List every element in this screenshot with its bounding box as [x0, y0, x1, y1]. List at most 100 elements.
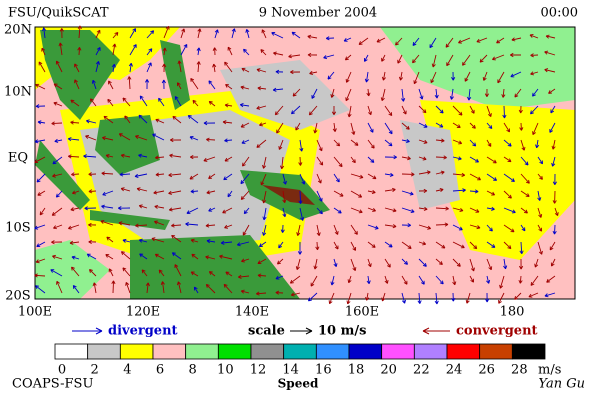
wind-arrow [102, 190, 114, 196]
wind-arrow [276, 122, 284, 134]
wind-arrow [307, 52, 318, 58]
wind-arrow [77, 25, 82, 39]
wind-arrow [435, 105, 444, 114]
wind-arrow [240, 173, 250, 185]
wind-arrow [503, 139, 512, 147]
wind-arrow [537, 156, 544, 165]
wind-arrow [152, 133, 165, 141]
wind-arrow [452, 139, 463, 145]
wind-arrow [451, 71, 456, 81]
wind-arrow [316, 139, 323, 152]
wind-arrow [551, 156, 556, 167]
wind-arrow [220, 240, 233, 245]
wind-arrow [52, 156, 63, 165]
wind-arrow [162, 47, 167, 56]
wind-arrow [418, 206, 428, 211]
wind-arrow [331, 105, 337, 116]
wind-arrow [92, 282, 97, 294]
wind-arrow [381, 292, 386, 302]
wind-arrow [544, 50, 556, 56]
wind-arrow [71, 255, 80, 260]
wind-arrow [169, 153, 182, 158]
colorbar-swatch [283, 343, 317, 360]
colorbar-swatch [119, 343, 154, 360]
wind-arrow [34, 156, 46, 164]
land [130, 235, 300, 299]
wind-arrow [297, 241, 303, 255]
wind-arrow [510, 71, 522, 78]
wind-arrow [552, 173, 557, 186]
wind-arrow [67, 224, 80, 230]
wind-arrow [452, 105, 463, 116]
wind-arrow [333, 190, 344, 197]
wind-arrow [135, 135, 148, 141]
colorbar-tick: 6 [156, 363, 164, 378]
wind-arrow [401, 275, 408, 285]
wind-arrow [418, 188, 428, 193]
land [160, 40, 190, 110]
wind-arrow [105, 153, 114, 158]
wind-arrow [187, 115, 199, 124]
wind-arrow [261, 29, 267, 39]
wind-arrow [327, 71, 335, 80]
wind-arrow [180, 44, 188, 56]
wind-arrow [168, 172, 182, 178]
wind-arrow [401, 122, 410, 130]
lat-label: 20N [4, 23, 32, 38]
wind-arrow [520, 139, 526, 151]
wind-arrow [223, 283, 233, 294]
wind-arrow [206, 190, 216, 195]
wind-arrow [384, 122, 393, 135]
wind-arrow [240, 289, 250, 294]
wind-arrow [118, 206, 131, 211]
wind-arrow [445, 37, 454, 48]
wind-arrow [367, 189, 376, 195]
wind-arrow [323, 54, 335, 60]
wind-arrow [208, 80, 216, 90]
land [90, 210, 170, 230]
wind-arrow [347, 105, 352, 118]
wind-arrow [118, 133, 131, 141]
wind-arrow [482, 71, 488, 81]
wind-arrow [451, 292, 456, 302]
wind-arrow [401, 172, 415, 177]
wind-arrow [537, 173, 543, 180]
wind-arrow [154, 204, 165, 209]
wind-arrow [316, 207, 323, 215]
wind-arrow [185, 222, 199, 227]
wind-arrow [34, 139, 46, 144]
colorbar-swatch [185, 343, 219, 360]
wind-arrow [50, 269, 63, 277]
wind-arrow [101, 204, 114, 209]
wind-arrow [41, 47, 46, 56]
wind-arrow [350, 122, 356, 135]
wind-arrow [88, 239, 97, 244]
colorbar-label: Speed [278, 377, 319, 391]
wind-arrow [67, 154, 80, 159]
wind-arrow [350, 156, 356, 164]
wind-arrow [434, 292, 439, 305]
wind-arrow [153, 190, 165, 195]
wind-arrow [288, 54, 301, 59]
wind-arrow [537, 190, 542, 201]
wind-arrow [401, 88, 406, 102]
wind-arrow [435, 275, 444, 285]
wind-arrow [311, 88, 318, 99]
wind-arrow [171, 234, 182, 243]
lat-label: 20S [5, 289, 30, 304]
wind-arrow [222, 120, 233, 125]
wind-arrow [208, 173, 216, 179]
wind-arrow [161, 79, 166, 90]
wind-arrow [162, 63, 167, 73]
wind-arrow [107, 98, 114, 107]
wind-arrow [257, 86, 267, 91]
wind-arrow [418, 275, 425, 285]
wind-arrow [418, 156, 427, 161]
wind-arrow [290, 292, 301, 297]
wind-arrow [401, 138, 410, 144]
wind-arrow [205, 255, 216, 260]
wind-arrow [134, 173, 148, 178]
wind-arrow [503, 258, 508, 270]
wind-arrow [71, 172, 80, 177]
wind-arrow [544, 68, 556, 73]
